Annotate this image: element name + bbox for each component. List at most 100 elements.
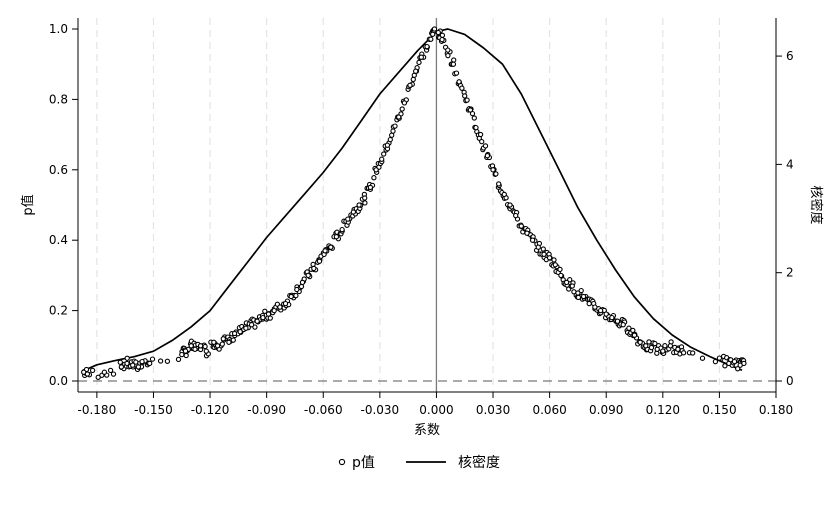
p-value-point xyxy=(248,322,255,328)
p-value-point xyxy=(298,283,305,290)
p-value-point xyxy=(662,343,668,349)
y-right-tick-label: 2 xyxy=(786,266,794,280)
p-value-point xyxy=(182,348,189,354)
p-value-point xyxy=(741,360,747,367)
x-tick-label: 0.180 xyxy=(759,403,793,417)
p-value-point xyxy=(424,43,430,50)
reference-lines xyxy=(78,18,776,392)
x-axis-title: 系数 xyxy=(414,423,440,438)
p-value-point xyxy=(609,314,615,321)
p-value-point xyxy=(117,359,123,365)
p-value-point xyxy=(311,265,317,272)
p-value-point xyxy=(384,142,391,148)
p-value-point xyxy=(214,343,221,349)
p-value-point xyxy=(147,360,153,367)
legend-label-pvalue: p值 xyxy=(352,455,375,471)
p-value-point xyxy=(387,136,393,143)
y-left-tick-label: 1.0 xyxy=(49,22,68,36)
p-value-point xyxy=(339,226,345,233)
p-value-point xyxy=(293,292,299,299)
p-value-point xyxy=(484,153,491,159)
p-value-point xyxy=(294,286,300,293)
p-value-point xyxy=(211,339,217,345)
p-value-point xyxy=(482,143,489,149)
p-value-point xyxy=(518,223,524,229)
x-tick-label: -0.180 xyxy=(78,403,117,417)
p-value-point xyxy=(407,82,413,88)
p-value-point xyxy=(557,266,563,273)
p-value-point xyxy=(260,314,266,321)
density-line xyxy=(81,28,743,373)
p-value-point xyxy=(586,300,592,307)
p-value-point xyxy=(396,114,402,120)
p-value-point xyxy=(439,32,446,38)
y-right-tick-label: 6 xyxy=(786,49,794,63)
p-value-point xyxy=(690,350,696,356)
p-value-point xyxy=(631,332,638,338)
p-value-point xyxy=(345,216,351,222)
p-value-point xyxy=(551,257,557,263)
p-value-point xyxy=(652,340,658,347)
axes xyxy=(72,18,782,398)
p-value-point xyxy=(381,151,387,157)
p-value-point xyxy=(614,318,621,324)
x-tick-label: 0.030 xyxy=(476,403,510,417)
p-value-point xyxy=(157,358,164,364)
p-value-point xyxy=(675,346,681,352)
p-value-point xyxy=(722,363,728,369)
p-value-point xyxy=(416,59,422,66)
p-value-point xyxy=(226,339,232,345)
x-tick-label: 0.120 xyxy=(646,403,680,417)
p-value-point xyxy=(580,293,587,300)
p-value-point xyxy=(288,293,294,300)
density-series xyxy=(81,28,743,373)
p-value-point xyxy=(430,31,436,37)
p-value-point xyxy=(237,329,243,335)
p-value-point xyxy=(451,57,457,63)
p-value-point xyxy=(367,184,374,191)
p-value-point xyxy=(299,279,306,286)
p-value-point xyxy=(445,52,451,59)
y-right-axis-title: 核密度 xyxy=(808,185,824,224)
p-value-point xyxy=(450,61,457,67)
legend: p值 核密度 xyxy=(338,454,500,471)
p-value-point xyxy=(333,234,340,240)
p-value-point xyxy=(603,311,609,317)
p-value-point xyxy=(546,255,553,261)
p-value-point xyxy=(592,304,598,310)
p-value-point xyxy=(712,358,719,365)
p-value-point xyxy=(490,167,496,173)
p-value-point xyxy=(569,283,575,289)
y-left-tick-label: 0.6 xyxy=(49,163,68,177)
grid-layer xyxy=(96,18,777,392)
p-value-point xyxy=(231,330,238,337)
p-value-point xyxy=(643,343,649,349)
p-value-point xyxy=(392,123,398,129)
p-value-point xyxy=(477,131,484,138)
p-value-point xyxy=(418,54,424,60)
p-value-point xyxy=(262,308,268,314)
p-value-point xyxy=(654,346,660,352)
p-value-point xyxy=(399,106,405,112)
legend-marker-pvalue xyxy=(338,458,346,466)
p-value-point xyxy=(203,348,209,354)
p-value-point xyxy=(183,352,189,359)
p-value-point xyxy=(107,367,114,374)
p-value-point xyxy=(379,156,385,162)
p-value-point xyxy=(552,262,558,268)
p-value-point xyxy=(507,202,513,208)
p-value-point xyxy=(265,311,272,317)
p-value-point xyxy=(726,360,732,367)
p-value-point xyxy=(428,36,434,42)
x-tick-label: -0.030 xyxy=(360,403,399,417)
p-value-point xyxy=(467,107,474,113)
p-value-point xyxy=(453,70,460,76)
p-value-point xyxy=(735,366,741,372)
p-value-point xyxy=(597,307,604,314)
p-value-point xyxy=(410,76,416,83)
p-value-point xyxy=(401,100,408,106)
p-value-point xyxy=(373,167,379,173)
p-value-point xyxy=(124,355,130,361)
p-value-point xyxy=(558,272,564,279)
